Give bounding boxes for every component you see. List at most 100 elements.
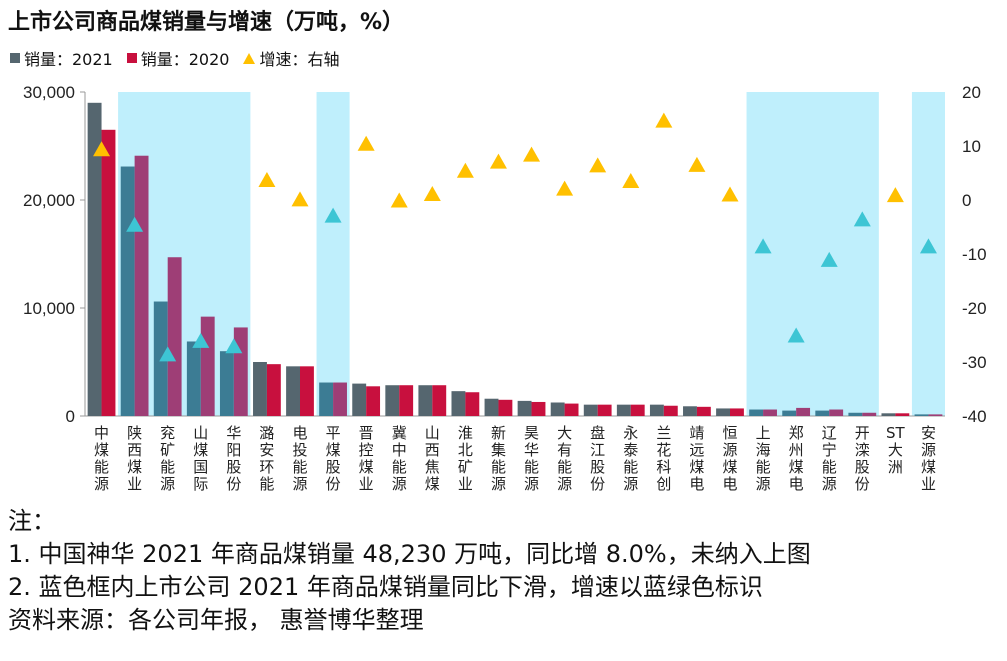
y-tick-label-right-1: -30 [962, 353, 987, 372]
growth-marker-9 [390, 192, 408, 208]
bar-2020-11 [465, 392, 480, 416]
bar-2020-10 [432, 385, 447, 416]
growth-marker-24 [886, 187, 904, 203]
bar-2021-19 [716, 408, 730, 416]
x-tick-label-7: 平煤股份 [326, 424, 341, 493]
growth-marker-17 [655, 112, 673, 128]
bar-2020-20 [763, 409, 777, 416]
bar-2020-23 [862, 412, 877, 416]
bar-2021-6 [286, 366, 300, 416]
x-tick-label-6: 电投能源 [292, 424, 307, 493]
x-tick-label-22: 辽宁能源 [822, 424, 837, 493]
legend-item-2020: 销量：2020 [126, 46, 229, 70]
bar-2021-12 [484, 398, 499, 416]
x-tick-label-0: 中煤能源 [94, 424, 109, 493]
growth-marker-6 [291, 191, 309, 207]
x-tick-label-20: 上海能源 [756, 424, 771, 493]
chart-title: 上市公司商品煤销量与增速（万吨，%） [8, 10, 405, 35]
bar-2020-9 [399, 385, 414, 416]
bar-2021-17 [649, 404, 664, 416]
y-tick-label-left-0: 0 [66, 407, 75, 426]
bar-2021-5 [253, 362, 267, 416]
bar-2021-9 [385, 385, 400, 416]
x-tick-label-9: 冀中能源 [392, 424, 407, 493]
highlight-band-2 [746, 92, 879, 416]
x-tick-label-25: 安源煤业 [921, 424, 936, 493]
growth-marker-15 [589, 157, 607, 173]
source-note: 资料来源：各公司年报， 惠誉博华整理 [8, 606, 424, 634]
legend-item-2021: 销量：2021 [10, 46, 113, 70]
bar-2021-13 [517, 400, 532, 416]
y-tick-label-left-1: 10,000 [23, 299, 75, 318]
y-tick-label-right-6: 20 [962, 83, 981, 102]
bar-2021-21 [782, 410, 797, 416]
bar-2021-25 [914, 414, 929, 416]
x-tick-label-8: 晋控煤业 [359, 424, 374, 493]
bar-2021-22 [815, 410, 830, 416]
note-2: 2. 蓝色框内上市公司 2021 年商品煤销量同比下滑，增速以蓝绿色标识 [8, 573, 763, 601]
y-tick-label-right-3: -10 [962, 245, 987, 264]
growth-marker-22 [820, 251, 838, 267]
growth-marker-18 [688, 156, 706, 172]
bar-2021-1 [120, 166, 135, 416]
x-tick-label-4: 华阳股份 [226, 424, 241, 493]
bar-2020-21 [796, 407, 811, 416]
bar-2021-10 [418, 385, 433, 416]
bar-2020-6 [300, 366, 314, 416]
x-tick-label-3: 山煤国际 [193, 424, 208, 493]
bar-2020-2 [167, 257, 182, 416]
growth-marker-21 [787, 327, 805, 343]
bar-2020-4 [233, 327, 248, 416]
x-tick-label-15: 盘江股份 [590, 424, 605, 493]
x-tick-label-23: 开滦股份 [855, 424, 870, 493]
growth-marker-20 [754, 238, 772, 254]
legend-label-2021: 销量：2021 [24, 50, 113, 69]
growth-marker-1 [126, 216, 144, 232]
x-tick-label-12: 新集能源 [491, 424, 506, 493]
bar-2020-14 [564, 403, 579, 416]
bar-2021-4 [219, 351, 234, 416]
x-tick-label-17: 兰花科创 [656, 424, 671, 493]
growth-marker-3 [192, 332, 210, 348]
bar-2020-1 [134, 155, 149, 416]
bar-2020-17 [663, 405, 678, 416]
highlight-band-3 [911, 92, 945, 416]
chart-legend: 销量：2021 销量：2020 增速：右轴 [10, 46, 349, 70]
x-tick-label-14: 大有能源 [557, 424, 572, 493]
bar-2021-11 [451, 391, 466, 416]
bar-2021-24 [881, 413, 896, 416]
growth-marker-16 [622, 173, 640, 189]
x-tick-label-10: 山西焦煤 [425, 424, 440, 493]
note-1: 1. 中国神华 2021 年商品煤销量 48,230 万吨，同比增 8.0%，未… [8, 540, 811, 568]
bar-2021-14 [550, 402, 565, 416]
bar-2020-0 [101, 129, 116, 417]
x-tick-label-1: 陕西煤业 [127, 424, 142, 493]
bar-2020-5 [266, 364, 281, 416]
bar-2021-23 [848, 412, 863, 416]
growth-marker-4 [225, 338, 243, 354]
x-tick-label-2: 兖矿能源 [160, 424, 175, 493]
y-tick-label-right-2: -20 [962, 299, 987, 318]
legend-swatch-2020 [126, 53, 137, 63]
y-tick-label-left-3: 30,000 [23, 83, 75, 102]
bar-2020-22 [829, 409, 844, 416]
y-tick-label-left-2: 20,000 [23, 191, 75, 210]
growth-marker-0 [93, 141, 111, 157]
bar-2020-3 [200, 316, 215, 416]
notes-block: 注： 1. 中国神华 2021 年商品煤销量 48,230 万吨，同比增 8.0… [8, 505, 811, 637]
x-tick-label-24: ST 大洲 [886, 424, 906, 476]
x-tick-label-21: 郑州煤电 [789, 424, 804, 493]
x-tick-label-5: 潞安环能 [259, 424, 274, 493]
legend-swatch-2021 [10, 53, 20, 63]
bar-2021-20 [749, 409, 764, 416]
sales-growth-chart: 0 10,000 20,000 30,000 -40 -30 -20 -10 0 10 20 中煤能源… [23, 83, 987, 493]
growth-marker-10 [423, 186, 441, 202]
bar-2021-15 [583, 404, 598, 416]
growth-marker-25 [919, 238, 937, 254]
bar-2020-15 [597, 404, 612, 416]
y-tick-label-right-5: 10 [962, 137, 981, 156]
bar-2021-8 [352, 383, 367, 416]
growth-marker-7 [324, 207, 342, 223]
note-heading: 注： [8, 507, 56, 535]
legend-triangle-icon [243, 52, 256, 64]
